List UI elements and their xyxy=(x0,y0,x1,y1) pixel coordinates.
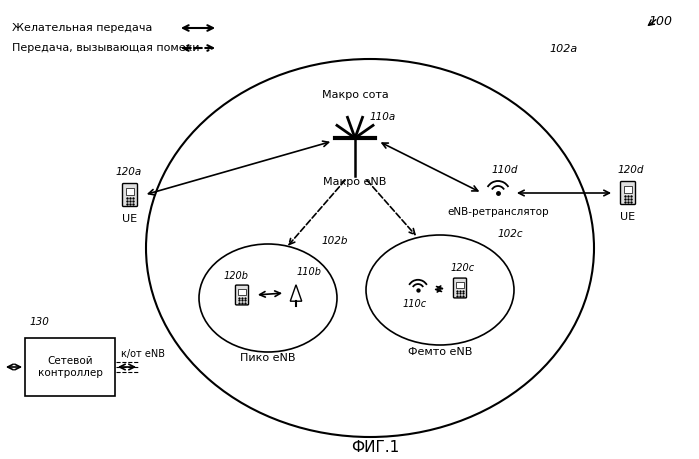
Text: UE: UE xyxy=(621,212,635,222)
Text: 120c: 120c xyxy=(451,263,475,273)
Text: 120d: 120d xyxy=(618,165,644,175)
Text: Пико eNB: Пико eNB xyxy=(240,353,296,363)
Text: Передача, вызывающая помехи: Передача, вызывающая помехи xyxy=(12,43,199,53)
Bar xyxy=(25,338,115,396)
FancyBboxPatch shape xyxy=(454,278,466,298)
Text: 120b: 120b xyxy=(224,271,249,281)
Text: Макро eNB: Макро eNB xyxy=(324,177,387,187)
Text: 100: 100 xyxy=(648,15,672,28)
Text: 110d: 110d xyxy=(492,165,519,175)
Text: Желательная передача: Желательная передача xyxy=(12,23,152,33)
Text: 120a: 120a xyxy=(116,167,143,177)
Text: 102a: 102a xyxy=(549,44,577,54)
Text: 102c: 102c xyxy=(497,229,523,239)
Text: 102b: 102b xyxy=(322,236,349,246)
Bar xyxy=(238,289,245,296)
Text: ФИГ.1: ФИГ.1 xyxy=(351,441,399,455)
Text: 110b: 110b xyxy=(297,267,322,277)
Text: Макро сота: Макро сота xyxy=(322,90,389,100)
Text: к/от eNB: к/от eNB xyxy=(121,349,165,359)
FancyBboxPatch shape xyxy=(236,285,249,305)
Bar xyxy=(456,282,463,288)
Text: 110a: 110a xyxy=(370,112,396,122)
Text: UE: UE xyxy=(122,214,138,224)
Text: 130: 130 xyxy=(30,317,50,327)
Text: Фемто eNB: Фемто eNB xyxy=(408,347,473,357)
Bar xyxy=(126,187,134,196)
Polygon shape xyxy=(290,285,302,301)
FancyBboxPatch shape xyxy=(621,181,635,205)
Text: eNB-ретранслятор: eNB-ретранслятор xyxy=(447,207,549,217)
Text: 110c: 110c xyxy=(403,299,427,309)
Text: Сетевой
контроллер: Сетевой контроллер xyxy=(38,356,103,378)
FancyBboxPatch shape xyxy=(122,184,138,207)
Bar xyxy=(624,185,632,194)
